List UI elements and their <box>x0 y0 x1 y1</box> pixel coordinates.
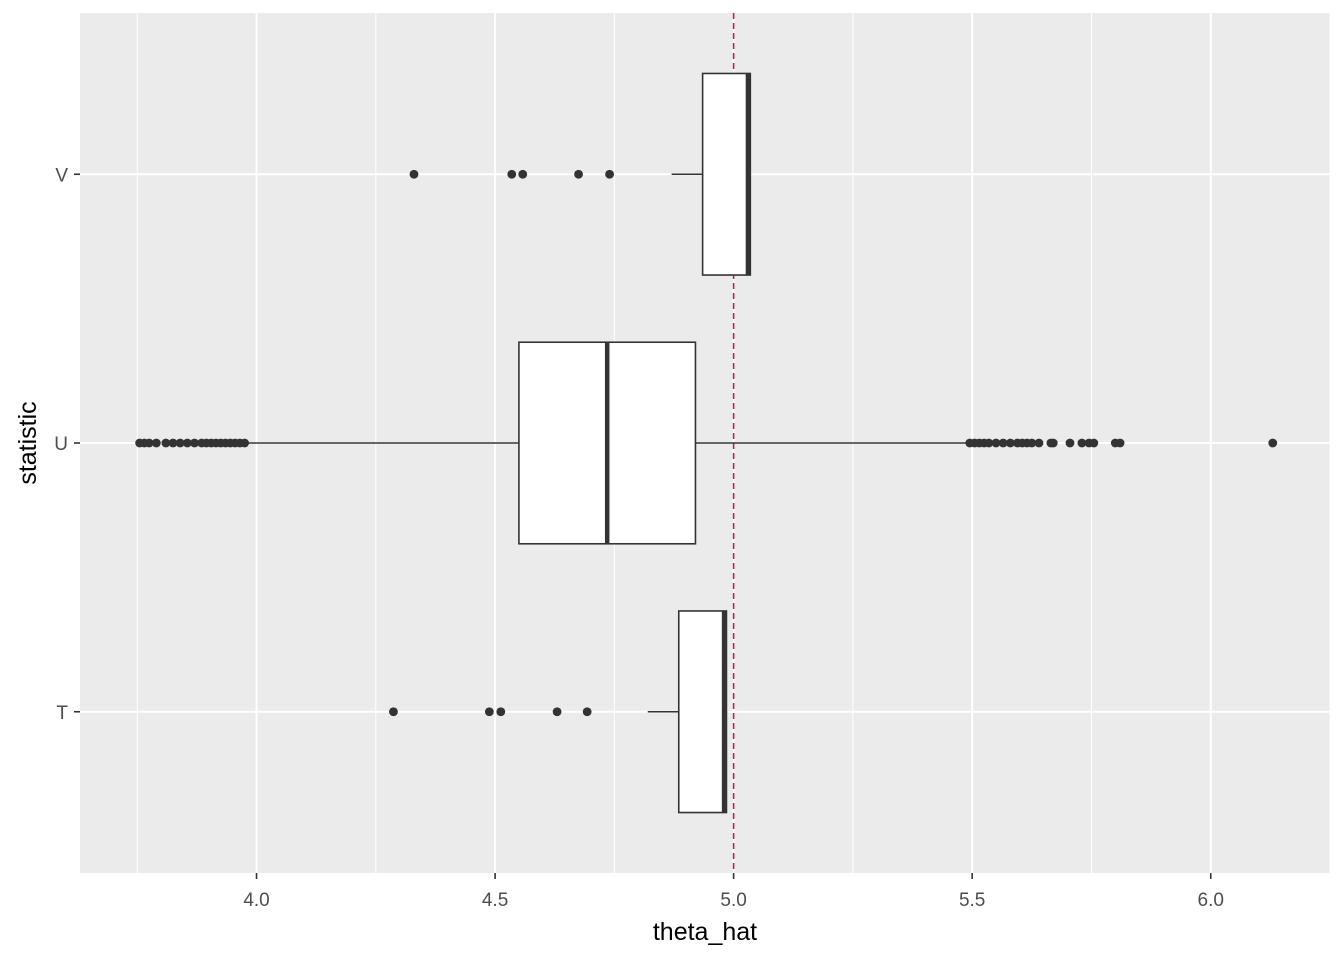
outlier-point <box>151 438 161 448</box>
box-group-T <box>389 610 728 814</box>
outlier-point <box>984 438 994 448</box>
outlier-point <box>552 707 562 717</box>
outlier-point <box>409 169 419 179</box>
outlier-point <box>484 707 494 717</box>
outlier-point <box>1034 438 1044 448</box>
x-axis: 4.0 4.5 5.0 5.5 6.0 <box>243 873 1224 911</box>
x-tick-label: 5.0 <box>720 890 746 911</box>
outlier-point <box>582 707 592 717</box>
y-tick-label: T <box>56 703 68 724</box>
outlier-point <box>1089 438 1099 448</box>
outlier-point <box>144 438 154 448</box>
outlier-point <box>507 169 517 179</box>
outlier-point <box>574 169 583 179</box>
outlier-point <box>175 438 185 448</box>
outlier-point <box>389 707 398 717</box>
outlier-point <box>1268 438 1278 448</box>
box <box>701 72 752 276</box>
outlier-point <box>998 438 1008 448</box>
y-axis: T U V <box>54 165 80 724</box>
outlier-point <box>1077 438 1087 448</box>
outlier-point <box>991 438 1001 448</box>
box-group-V <box>409 72 752 276</box>
box-layer <box>135 72 1278 814</box>
outlier-point <box>605 169 614 179</box>
outlier-point <box>518 169 528 179</box>
y-tick-label: V <box>55 165 68 186</box>
x-tick-label: 5.5 <box>959 890 985 911</box>
outlier-point <box>1065 438 1075 448</box>
outlier-point <box>168 438 178 448</box>
x-tick-label: 6.0 <box>1198 890 1224 911</box>
outlier-point <box>1048 438 1058 448</box>
outlier-point <box>1115 438 1125 448</box>
outlier-point <box>190 438 199 448</box>
x-tick-label: 4.5 <box>482 890 508 911</box>
outlier-point <box>1005 438 1015 448</box>
box-group-U <box>135 341 1278 545</box>
y-axis-title: statistic <box>14 401 42 484</box>
outlier-point <box>496 707 506 717</box>
box <box>677 610 728 814</box>
x-tick-label: 4.0 <box>243 890 269 911</box>
outlier-point <box>161 438 171 448</box>
y-tick-label: U <box>54 434 68 455</box>
outlier-point <box>182 438 192 448</box>
outlier-point <box>240 438 249 448</box>
x-axis-title: theta_hat <box>653 918 757 946</box>
outlier-point <box>1027 438 1037 448</box>
